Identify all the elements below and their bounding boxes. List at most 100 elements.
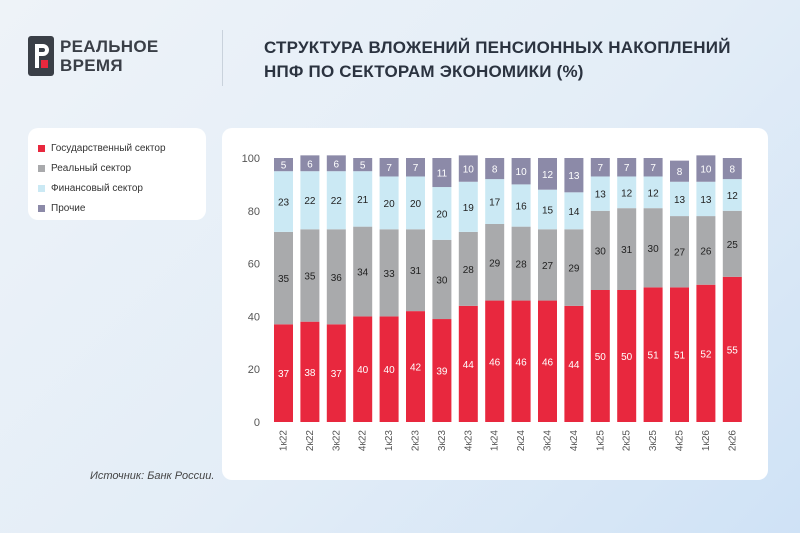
brand-name-line2: ВРЕМЯ <box>60 56 123 75</box>
bar-segment <box>722 179 742 211</box>
bar-value-label: 23 <box>278 198 290 209</box>
bar-segment <box>406 176 425 230</box>
legend-label-real: Реальный сектор <box>51 162 132 174</box>
bar-value-label: 27 <box>542 261 554 272</box>
legend-item-government: Государственный сектор <box>38 138 206 158</box>
bar-value-label: 7 <box>598 163 604 174</box>
bar-value-label: 8 <box>492 165 498 176</box>
bar-value-label: 13 <box>674 195 686 206</box>
bar-value-label: 10 <box>463 165 475 176</box>
x-tick-label: 4к24 <box>569 430 580 451</box>
legend-label-government: Государственный сектор <box>51 142 166 154</box>
bar-value-label: 22 <box>331 196 343 207</box>
brand-name-line1: РЕАЛЬНОЕ <box>60 37 159 56</box>
legend-item-real: Реальный сектор <box>38 158 206 178</box>
bar-segment <box>643 287 663 422</box>
bar-segment <box>617 176 637 209</box>
bar-segment <box>511 184 531 227</box>
bar-segment <box>485 300 505 422</box>
bar-segment <box>432 187 452 240</box>
bar-value-label: 12 <box>621 188 633 199</box>
bar-value-label: 22 <box>304 196 316 207</box>
x-tick-label: 2к24 <box>516 430 527 451</box>
bar-value-label: 55 <box>727 345 739 356</box>
bar-value-label: 20 <box>384 199 396 210</box>
bar-value-label: 7 <box>650 163 656 174</box>
x-tick-label: 4к25 <box>675 430 686 451</box>
bar-segment <box>326 229 346 325</box>
bar-value-label: 11 <box>437 169 448 180</box>
legend-swatch-government <box>38 144 45 152</box>
bar-segment <box>564 229 584 306</box>
bar-segment <box>722 210 742 277</box>
bar-segment <box>617 208 637 290</box>
bar-segment <box>353 316 373 422</box>
bar-segment <box>379 176 399 230</box>
bar-segment <box>458 305 478 422</box>
bar-value-label: 8 <box>677 167 683 178</box>
bar-segment <box>379 316 399 422</box>
bar-value-label: 42 <box>410 363 422 374</box>
bar-value-label: 13 <box>595 190 607 201</box>
bar-segment <box>590 210 610 290</box>
bar-value-label: 25 <box>727 240 739 251</box>
bar-segment <box>485 224 505 301</box>
brand-r-logo-icon <box>28 36 54 76</box>
bar-value-label: 46 <box>542 357 554 368</box>
legend-label-financial: Финансовый сектор <box>51 182 143 194</box>
bar-segment <box>643 158 663 177</box>
bar-segment <box>353 158 373 172</box>
legend-label-other: Прочие <box>51 202 86 214</box>
bar-segment <box>432 239 452 320</box>
legend-swatch-other <box>38 204 45 212</box>
bar-segment <box>432 158 452 188</box>
bar-value-label: 37 <box>331 369 343 380</box>
source-note: Источник: Банк России. <box>90 470 215 482</box>
bar-value-label: 40 <box>384 365 396 376</box>
bar-segment <box>670 287 689 422</box>
legend-swatch-real <box>38 164 45 172</box>
bar-segment <box>300 229 320 322</box>
x-tick-label: 3к24 <box>543 430 554 451</box>
bar-segment <box>722 158 742 180</box>
y-tick-label: 40 <box>248 311 260 323</box>
bar-segment <box>326 155 346 172</box>
bar-value-label: 12 <box>648 188 660 199</box>
bar-segment <box>538 189 557 230</box>
bar-segment <box>696 155 716 182</box>
bar-segment <box>617 158 637 177</box>
bar-value-label: 26 <box>700 246 712 257</box>
bar-value-label: 16 <box>516 202 528 213</box>
bar-segment <box>326 324 346 422</box>
bar-value-label: 30 <box>595 246 607 257</box>
bar-segment <box>406 311 425 422</box>
x-tick-label: 1к23 <box>384 430 395 451</box>
legend-item-other: Прочие <box>38 198 206 218</box>
bar-value-label: 46 <box>516 357 528 368</box>
bar-segment <box>300 171 320 230</box>
y-tick-label: 100 <box>242 153 260 165</box>
bar-value-label: 33 <box>384 269 396 280</box>
bar-segment <box>511 158 531 185</box>
bar-value-label: 10 <box>516 167 528 178</box>
bar-segment <box>485 179 505 224</box>
bar-value-label: 8 <box>730 165 736 176</box>
bar-value-label: 50 <box>595 352 607 363</box>
bar-segment <box>326 171 346 230</box>
bar-value-label: 20 <box>436 209 448 220</box>
bar-value-label: 35 <box>278 274 290 285</box>
bar-segment <box>538 229 557 301</box>
y-tick-label: 0 <box>254 417 260 429</box>
bar-segment <box>274 231 293 325</box>
bar-value-label: 31 <box>621 245 633 256</box>
bar-value-label: 14 <box>568 207 580 218</box>
y-tick-label: 60 <box>248 259 260 271</box>
bar-segment <box>274 171 293 232</box>
bar-value-label: 5 <box>360 161 366 172</box>
x-tick-label: 3к22 <box>331 430 342 451</box>
bar-value-label: 10 <box>700 165 712 176</box>
bar-value-label: 7 <box>386 163 392 174</box>
chart-title-line1: СТРУКТУРА ВЛОЖЕНИЙ ПЕНСИОННЫХ НАКОПЛЕНИЙ <box>264 38 731 57</box>
bar-segment <box>511 300 531 422</box>
bar-value-label: 52 <box>700 349 712 360</box>
